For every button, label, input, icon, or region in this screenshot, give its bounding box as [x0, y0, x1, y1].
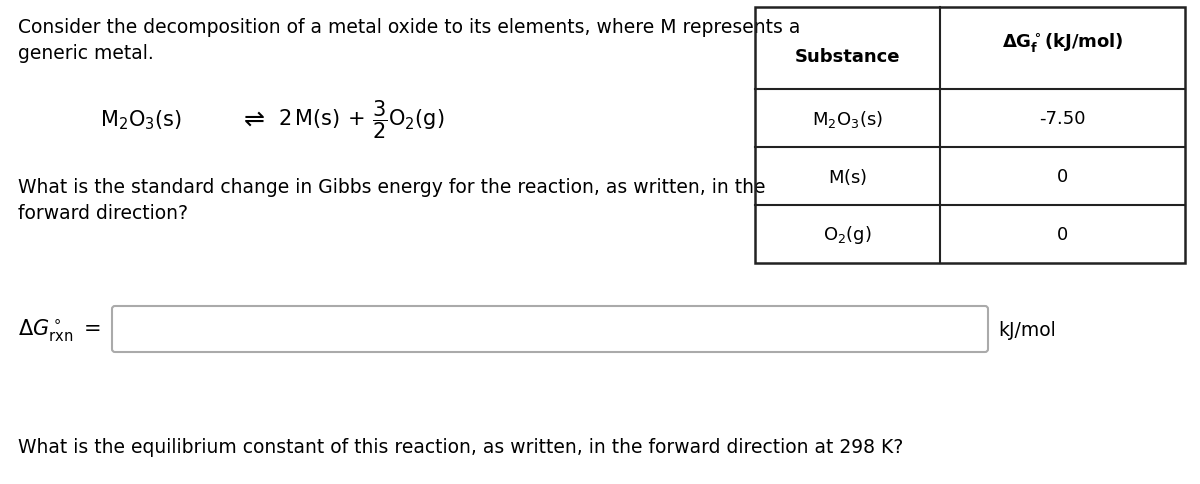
Text: $\mathbf{\Delta G^\circ_f}$$\mathbf{(kJ/mol)}$: $\mathbf{\Delta G^\circ_f}$$\mathbf{(kJ/… — [1002, 31, 1123, 54]
Bar — [755, 8, 1186, 263]
Text: 0: 0 — [1057, 226, 1068, 243]
Text: forward direction?: forward direction? — [18, 204, 188, 223]
Text: Substance: Substance — [794, 48, 900, 66]
Text: -7.50: -7.50 — [1039, 110, 1086, 128]
Text: $\Delta G^\circ_{\mathrm{rxn}}\ =$: $\Delta G^\circ_{\mathrm{rxn}}\ =$ — [18, 317, 101, 342]
Text: $\mathrm{M_2O_3(s)}$: $\mathrm{M_2O_3(s)}$ — [100, 108, 182, 132]
Text: kJ/mol: kJ/mol — [998, 320, 1056, 339]
Text: $\mathrm{M_2O_3(s)}$: $\mathrm{M_2O_3(s)}$ — [812, 108, 883, 129]
Text: $\mathrm{O_2(g)}$: $\mathrm{O_2(g)}$ — [823, 224, 872, 245]
Text: What is the standard change in Gibbs energy for the reaction, as written, in the: What is the standard change in Gibbs ene… — [18, 178, 766, 197]
Text: $\mathrm{M(s)}$: $\mathrm{M(s)}$ — [828, 166, 868, 187]
Text: $\rightleftharpoons$: $\rightleftharpoons$ — [239, 108, 265, 132]
Bar — [755, 8, 1186, 263]
FancyBboxPatch shape — [112, 306, 988, 352]
Text: $\mathrm{2\,M(s)\,+\,\dfrac{3}{2}O_2(g)}$: $\mathrm{2\,M(s)\,+\,\dfrac{3}{2}O_2(g)}… — [278, 99, 444, 141]
Text: Consider the decomposition of a metal oxide to its elements, where M represents : Consider the decomposition of a metal ox… — [18, 18, 800, 37]
Text: generic metal.: generic metal. — [18, 44, 154, 63]
Text: 0: 0 — [1057, 167, 1068, 186]
Text: What is the equilibrium constant of this reaction, as written, in the forward di: What is the equilibrium constant of this… — [18, 437, 904, 456]
